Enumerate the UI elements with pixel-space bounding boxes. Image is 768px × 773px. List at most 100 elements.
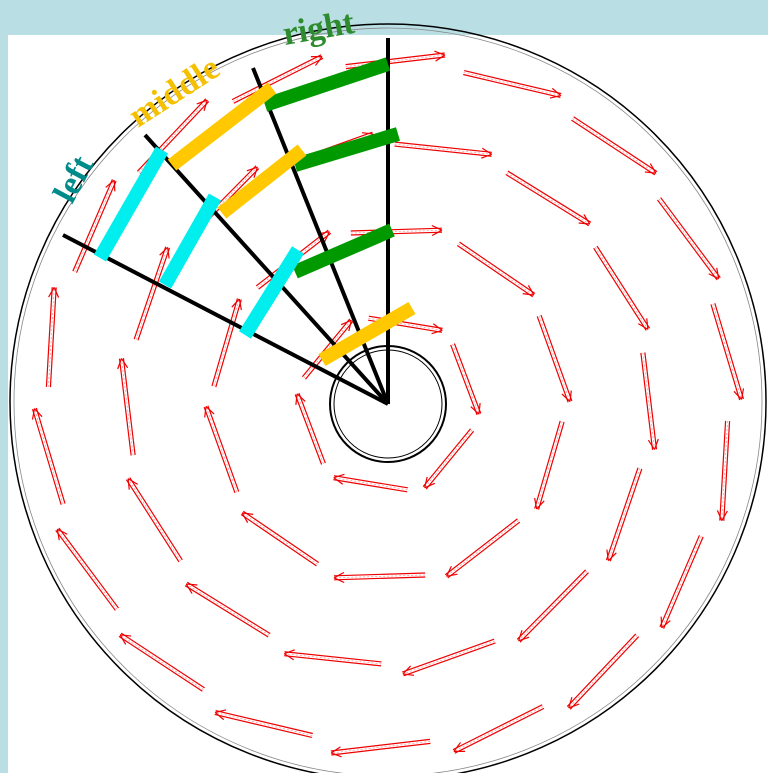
arrow (49, 287, 57, 388)
arrow (231, 298, 242, 311)
arrow (127, 478, 181, 562)
arrow (578, 214, 591, 225)
arrow (458, 243, 535, 296)
arrow (642, 352, 655, 450)
arrow (431, 224, 443, 237)
arrow (659, 535, 700, 628)
arrow (637, 318, 649, 330)
arrow (454, 707, 545, 754)
arrow (242, 510, 320, 564)
arrow (345, 54, 445, 68)
arrow (350, 227, 442, 232)
arrow (295, 393, 306, 405)
arrow (31, 408, 62, 505)
arrow (540, 314, 573, 402)
arrow (660, 616, 671, 629)
arrow (536, 316, 569, 403)
arrow (333, 477, 408, 491)
arrow (122, 358, 136, 456)
arrow (333, 572, 426, 577)
arrow (716, 510, 728, 521)
arrow (708, 267, 720, 280)
arrow (444, 518, 518, 576)
arrow (118, 635, 203, 692)
arrow (712, 303, 742, 400)
arrow (310, 55, 323, 66)
arrow (445, 566, 458, 577)
arrow (568, 635, 638, 709)
arrow (214, 709, 227, 721)
arrow (658, 198, 720, 280)
arrow (452, 344, 480, 415)
arrow (434, 50, 446, 62)
arrow (571, 119, 656, 176)
outer-circle (9, 23, 767, 773)
arrow (402, 665, 415, 676)
arrow (120, 632, 205, 689)
arrow (233, 57, 324, 104)
arrow (453, 742, 466, 753)
arrow (425, 430, 475, 490)
arrow (334, 576, 426, 581)
green-bar (262, 57, 391, 112)
arrow (402, 640, 495, 675)
arrow (240, 514, 317, 567)
green-bar (292, 223, 395, 279)
rays (62, 38, 390, 406)
arrow (536, 421, 563, 510)
arrow (516, 569, 587, 640)
yellow-bar (217, 144, 307, 219)
cyan-bar (93, 146, 169, 262)
arrow (118, 358, 132, 456)
cyan-bar (158, 193, 222, 289)
arrow (350, 229, 442, 234)
arrow (207, 405, 240, 492)
arrow (334, 574, 426, 579)
arrow (121, 358, 134, 456)
arrow (74, 180, 115, 273)
arrow (714, 303, 745, 400)
arrow (452, 704, 543, 751)
arrow (127, 478, 139, 490)
arrow (45, 287, 53, 387)
arrow (241, 512, 318, 565)
arrow (456, 244, 534, 298)
arrow (450, 344, 478, 416)
arrow (294, 394, 323, 465)
arrow (481, 147, 493, 159)
arrow (48, 287, 60, 298)
arrow (284, 655, 382, 667)
arrow (394, 143, 492, 155)
arrow (644, 163, 657, 174)
ray (251, 67, 390, 405)
arrow (721, 420, 728, 521)
arrow (519, 572, 589, 643)
arrow (196, 99, 208, 111)
arrow (549, 87, 562, 99)
arrow (333, 473, 345, 485)
arrow (561, 390, 572, 403)
arrow-rings (31, 50, 745, 758)
arrow (595, 246, 649, 330)
yellow-bar (318, 301, 416, 367)
arrow (431, 323, 443, 335)
arrow (333, 475, 408, 489)
arrow (241, 512, 254, 523)
arrow (572, 118, 657, 174)
arrow (135, 247, 168, 340)
arrow (204, 405, 215, 418)
arrow (159, 246, 170, 259)
arrow (644, 352, 658, 450)
arrow (733, 388, 745, 400)
arrow (538, 315, 571, 402)
arrow (35, 407, 66, 504)
arrow (231, 54, 322, 101)
arrow (246, 166, 258, 179)
arrow (333, 479, 408, 493)
arrow (459, 241, 536, 294)
arrow (719, 420, 727, 521)
arrow (402, 638, 495, 673)
arrow (403, 642, 496, 677)
